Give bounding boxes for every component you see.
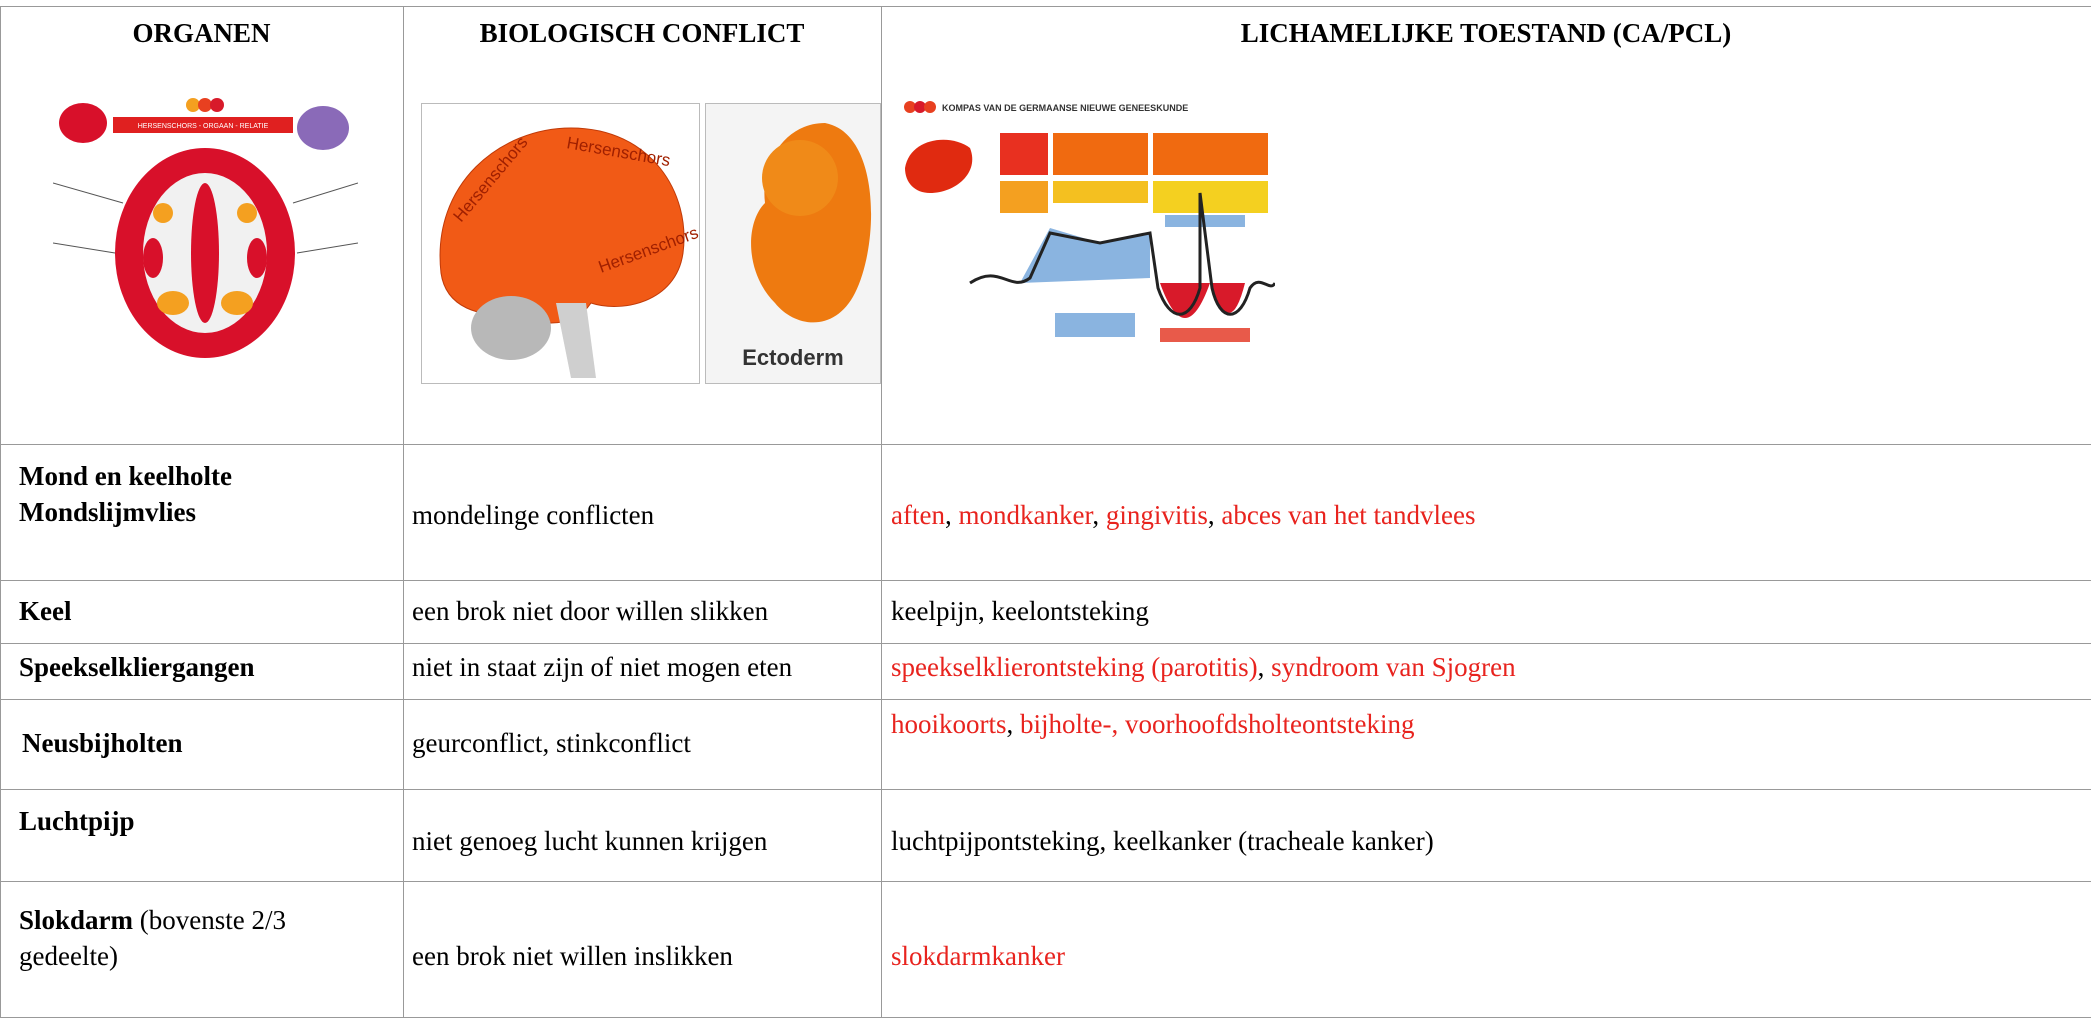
condition-text: syndroom van Sjogren xyxy=(1271,652,1516,682)
border xyxy=(0,6,1,1018)
conflict-cell: niet genoeg lucht kunnen krijgen xyxy=(412,826,768,856)
organ-text: Luchtpijp xyxy=(19,806,135,836)
condition-text: aften xyxy=(891,500,945,530)
condition-text: bijholte-, voorhoofdsholteontsteking xyxy=(1020,709,1415,739)
condition-cell: aften, mondkanker, gingivitis, abces van… xyxy=(891,497,1476,533)
condition-text: slokdarmkanker xyxy=(891,941,1065,971)
organ-text: Keel xyxy=(19,596,72,626)
border xyxy=(0,580,2091,581)
condition-text: , xyxy=(944,500,959,530)
border xyxy=(403,6,404,1018)
organ-line: Slokdarm (bovenste 2/3 xyxy=(19,902,286,938)
organ-cell: Mond en keelholte Mondslijmvlies xyxy=(19,458,232,530)
organ-line: Speekselkliergangen xyxy=(19,649,255,685)
image-label: Ectoderm xyxy=(742,345,843,370)
organ-cell: Speekselkliergangen xyxy=(19,649,255,685)
condition-text: hooikoorts xyxy=(891,709,1007,739)
border xyxy=(0,881,2091,882)
condition-text: , xyxy=(1006,709,1021,739)
image-title: HERSENSCHORS - ORGAAN - RELATIE xyxy=(138,123,269,130)
border xyxy=(881,6,882,1018)
condition-cell: slokdarmkanker xyxy=(891,938,1065,974)
conflict-cell: een brok niet door willen slikken xyxy=(412,596,769,626)
organ-line: Keel xyxy=(19,593,71,629)
organ-text: Speekselkliergangen xyxy=(19,652,255,682)
condition-text: , xyxy=(1207,500,1222,530)
organ-cell: Luchtpijp xyxy=(19,803,135,839)
border xyxy=(0,699,2091,700)
organ-line: Luchtpijp xyxy=(19,803,135,839)
condition-text: keelpijn, keelontsteking xyxy=(891,596,1149,626)
condition-text: gingivitis xyxy=(1105,500,1208,530)
condition-text: , xyxy=(1092,500,1106,530)
conflict-cell: geurconflict, stinkconflict xyxy=(412,728,691,758)
organ-line: gedeelte) xyxy=(19,938,286,974)
organ-text: Mond en keelholte xyxy=(19,461,232,491)
organ-text: Slokdarm xyxy=(19,905,134,935)
organ-text: Neusbijholten xyxy=(22,728,183,758)
column-header: LICHAMELIJKE TOESTAND (CA/PCL) xyxy=(1240,18,1732,48)
image-title: KOMPAS VAN DE GERMAANSE NIEUWE GENEESKUN… xyxy=(942,103,1188,113)
embryo-image: Ectoderm xyxy=(705,103,881,384)
condition-text: abces van het tandvlees xyxy=(1221,500,1476,530)
border xyxy=(0,6,2091,7)
condition-cell: luchtpijpontsteking, keelkanker (trachea… xyxy=(891,823,1434,859)
condition-text: speekselklierontsteking (parotitis) xyxy=(891,652,1258,682)
condition-text: , xyxy=(1257,652,1272,682)
column-header: ORGANEN xyxy=(132,18,271,48)
conflict-cell: mondelinge conflicten xyxy=(412,500,655,530)
condition-text: luchtpijpontsteking, keelkanker (trachea… xyxy=(891,826,1434,856)
organ-line: Mondslijmvlies xyxy=(19,494,232,530)
compass-image: KOMPAS VAN DE GERMAANSE NIEUWE GENEESKUN… xyxy=(904,101,1275,342)
organ-cell: Slokdarm (bovenste 2/3 gedeelte) xyxy=(19,902,286,974)
border xyxy=(0,643,2091,644)
condition-cell: hooikoorts, bijholte-, voorhoofdsholteon… xyxy=(891,706,1414,742)
organ-cell: Keel xyxy=(19,593,71,629)
border xyxy=(0,789,2091,790)
condition-cell: keelpijn, keelontsteking xyxy=(891,593,1149,629)
conflict-cell: niet in staat zijn of niet mogen eten xyxy=(412,652,793,682)
organ-text: gedeelte) xyxy=(19,941,118,971)
brain-image: Hersenschors Hersenschors Hersenschors xyxy=(421,103,700,384)
organ-line: Mond en keelholte xyxy=(19,458,232,494)
border xyxy=(0,444,2091,445)
condition-cell: speekselklierontsteking (parotitis), syn… xyxy=(891,649,1516,685)
organ-map-image: HERSENSCHORS - ORGAAN - RELATIE xyxy=(53,98,358,358)
organ-line: Neusbijholten xyxy=(22,725,183,761)
column-header: BIOLOGISCH CONFLICT xyxy=(479,18,805,48)
condition-text: mondkanker xyxy=(958,500,1093,530)
organ-text: (bovenste 2/3 xyxy=(133,905,287,935)
organ-text: Mondslijmvlies xyxy=(19,497,197,527)
organ-cell: Neusbijholten xyxy=(22,725,183,761)
conflict-cell: een brok niet willen inslikken xyxy=(412,941,733,971)
